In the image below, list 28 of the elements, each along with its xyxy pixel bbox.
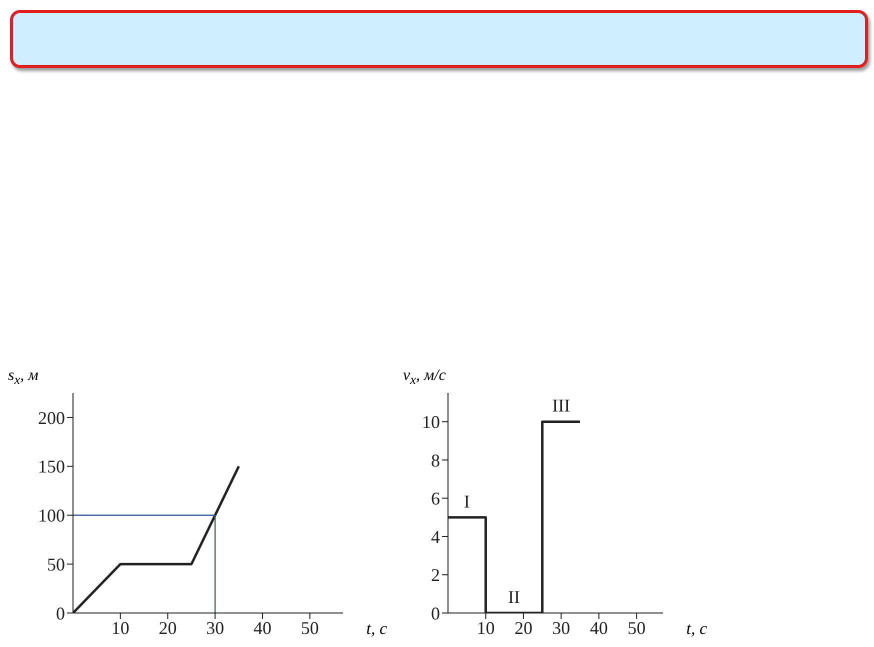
y-axis-title: v$_{x}$, м/с [403,367,446,388]
x-tick-label: 30 [552,618,570,638]
y-tick-label: 4 [431,526,440,547]
y-tick-label: 0 [431,603,440,624]
y-tick-label: 100 [38,506,65,526]
x-tick-label: 50 [628,618,646,638]
x-tick-label: 50 [300,618,319,638]
y-axis-title: s$_{x}$, м [8,367,38,388]
y-tick-label: 6 [431,488,440,509]
y-tick-label: 150 [38,456,65,477]
x-tick-label: 10 [111,618,130,638]
x-tick-label: 40 [253,618,272,638]
x-tick-label: 40 [590,618,608,638]
x-axis-title: t, с [686,619,707,639]
x-tick-label: 20 [514,618,532,638]
x-tick-label: 10 [476,618,495,638]
annotation: I [464,491,470,512]
x-tick-label: 30 [206,618,224,638]
annotation: III [552,396,570,416]
annotation: II [508,587,520,607]
x-tick-label: 20 [158,618,177,638]
y-tick-label: 2 [431,565,440,586]
y-tick-label: 200 [38,408,65,428]
y-tick-label: 10 [422,412,440,432]
x-axis-title: t, с [366,619,387,639]
y-tick-label: 0 [56,603,65,624]
y-tick-label: 50 [47,554,65,574]
y-tick-label: 8 [431,450,440,470]
